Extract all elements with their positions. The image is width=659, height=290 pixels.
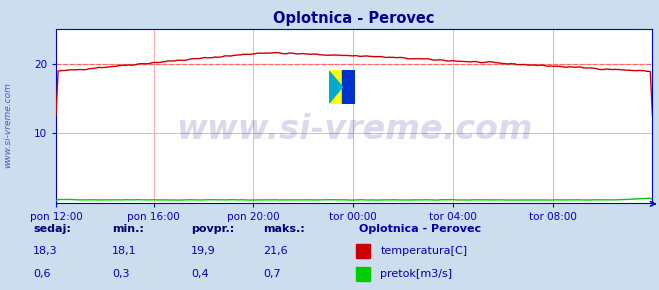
Text: 19,9: 19,9 <box>191 246 216 256</box>
Bar <box>329 70 342 104</box>
Text: 18,1: 18,1 <box>112 246 136 256</box>
Text: 0,3: 0,3 <box>112 269 130 279</box>
Text: Oplotnica - Perovec: Oplotnica - Perovec <box>359 224 481 234</box>
Text: min.:: min.: <box>112 224 144 234</box>
Text: 0,7: 0,7 <box>264 269 281 279</box>
Bar <box>356 267 370 281</box>
Text: temperatura[C]: temperatura[C] <box>380 246 467 256</box>
Text: www.si-vreme.com: www.si-vreme.com <box>3 82 13 168</box>
Text: 21,6: 21,6 <box>264 246 288 256</box>
Text: 18,3: 18,3 <box>33 246 57 256</box>
Text: 0,4: 0,4 <box>191 269 209 279</box>
Title: Oplotnica - Perovec: Oplotnica - Perovec <box>273 11 435 26</box>
Text: pretok[m3/s]: pretok[m3/s] <box>380 269 452 279</box>
Text: povpr.:: povpr.: <box>191 224 235 234</box>
Text: maks.:: maks.: <box>264 224 305 234</box>
Bar <box>356 244 370 258</box>
Bar <box>342 70 355 104</box>
Polygon shape <box>330 71 343 103</box>
Text: www.si-vreme.com: www.si-vreme.com <box>176 113 532 146</box>
Text: 0,6: 0,6 <box>33 269 51 279</box>
Text: sedaj:: sedaj: <box>33 224 71 234</box>
